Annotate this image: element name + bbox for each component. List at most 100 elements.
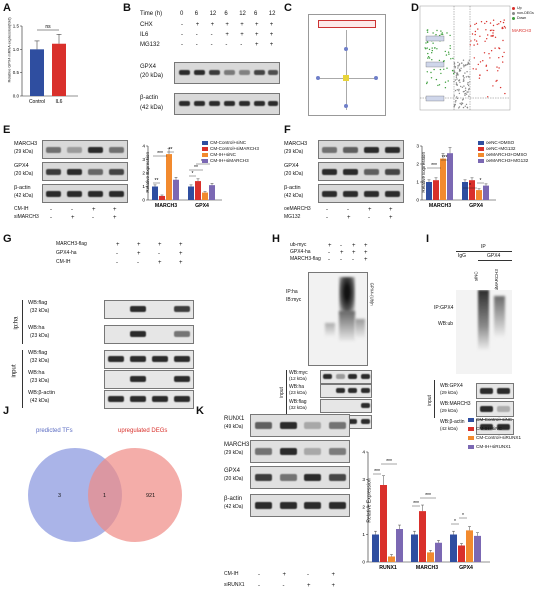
panel-k-legend-swatch <box>468 426 474 431</box>
panel-b-row-mark: - <box>181 22 183 28</box>
panel-d-point <box>450 58 452 60</box>
panel-h-blot-kda: (32 kDa) <box>289 405 307 410</box>
panel-d-point <box>478 77 481 79</box>
panel-f-legend-label: oeNC+DMSO <box>486 140 515 145</box>
venn-left-count: 3 <box>58 493 62 499</box>
panel-i-blot <box>476 401 514 417</box>
panel-d-point <box>458 79 460 82</box>
panel-g-blot <box>104 390 194 409</box>
panel-d-point <box>461 62 463 64</box>
panel-d-point <box>458 92 461 95</box>
panel-e-band <box>46 146 61 153</box>
panel-d-point <box>456 89 458 91</box>
panel-d-point <box>454 101 457 103</box>
panel-d-point <box>436 29 438 32</box>
panel-d-point <box>468 76 470 78</box>
panel-e-row-mark: - <box>50 215 52 221</box>
panel-h-band <box>323 374 332 379</box>
panel-h-row-mark: - <box>328 257 330 263</box>
panel-h-bracket-input <box>286 370 287 430</box>
panel-f-xtick-label: MARCH3 <box>429 203 451 209</box>
panel-k-ytick-label: 4 <box>362 450 365 456</box>
panel-d-point <box>497 70 499 72</box>
panel-k-blot-kda: (20 kDa) <box>224 476 244 482</box>
panel-f-bar <box>462 182 468 200</box>
panel-b-row-mark: + <box>240 22 244 28</box>
panel-g-row-label: GPX4-ha <box>56 250 77 256</box>
panel-d-point <box>463 85 465 87</box>
panel-d-point <box>455 83 458 86</box>
panel-e-blot-label: MARCH3 <box>14 141 38 147</box>
panel-e-legend-item: CM-Control+siNC <box>202 140 246 145</box>
panel-h-blot-label: WB:flag <box>289 399 307 405</box>
panel-b-row-mark: - <box>195 32 198 38</box>
panel-i-ub-blot <box>456 290 512 374</box>
panel-d-legend-up: Up <box>517 6 522 10</box>
panel-d-point <box>498 23 500 25</box>
panel-d-point <box>440 72 442 75</box>
panel-k-band <box>255 422 272 429</box>
panel-h-row-mark: - <box>340 257 342 263</box>
panel-i-ip: IP <box>481 244 486 250</box>
panel-f-blot <box>318 184 404 203</box>
panel-k-bar <box>450 534 457 562</box>
panel-b-time-value: 6 <box>194 11 199 17</box>
panel-g-blot-label: WB:flag <box>28 300 48 306</box>
panel-d-point <box>480 21 483 23</box>
panel-d-point <box>454 79 457 81</box>
panel-d-point <box>466 106 468 109</box>
panel-k-sig-label: *** <box>386 459 392 465</box>
panel-i-blot-kda: (29 kDa) <box>440 390 458 395</box>
panel-e-xtick-label: MARCH3 <box>155 203 177 209</box>
panel-g-bracket-ip <box>22 300 23 344</box>
panel-d-point <box>425 48 427 50</box>
panel-label-k: K <box>196 405 204 417</box>
panel-c-node-right <box>374 76 378 80</box>
panel-d-point <box>492 85 494 87</box>
panel-f-bar <box>433 180 439 200</box>
panel-e-band <box>109 168 124 175</box>
panel-k-legend-swatch <box>468 417 474 422</box>
panel-d-point <box>425 42 427 44</box>
panel-h-band <box>335 374 345 379</box>
panel-d-point <box>438 84 441 86</box>
panel-d-point <box>465 103 468 106</box>
panel-f-row-mark: + <box>347 215 351 221</box>
panel-k-row-label: siRUNX1 <box>224 582 245 588</box>
panel-h-band <box>335 388 345 393</box>
panel-h-blot-label: WB:myc <box>289 370 308 376</box>
panel-f-legend-swatch <box>478 152 484 157</box>
panel-i-blot-label: WB:β-actin <box>440 419 465 425</box>
panel-label-e: E <box>3 124 11 136</box>
panel-b-row-mark: - <box>181 32 183 38</box>
panel-d-point <box>475 68 477 70</box>
venn-right-count: 921 <box>146 493 156 499</box>
panel-e-blot-label: β-actin <box>14 185 31 191</box>
panel-d-point <box>489 29 492 32</box>
panel-d-point <box>461 86 464 89</box>
panel-g-row-mark: + <box>137 251 141 257</box>
panel-d-point <box>455 76 458 79</box>
panel-k-blot-label: GPX4 <box>224 468 241 474</box>
panel-f-blot-kda: (20 kDa) <box>284 171 304 177</box>
panel-e-legend-label: CM-IH+siNC <box>210 152 236 157</box>
panel-g-row-mark: + <box>179 242 183 248</box>
panel-c-frame <box>308 14 386 116</box>
panel-k-sig-label: * <box>454 519 456 525</box>
panel-d-point <box>466 71 468 73</box>
panel-h-blot <box>320 384 372 398</box>
panel-g-row-mark: + <box>116 242 120 248</box>
panel-i-band <box>480 406 493 412</box>
panel-d-point <box>499 21 502 23</box>
panel-b-row-mark: + <box>195 22 200 28</box>
panel-d-point <box>430 71 432 74</box>
panel-a-ytick-label: 1.0 <box>13 47 20 52</box>
panel-d-point <box>492 32 494 34</box>
panel-b-row-mark: - <box>225 42 228 48</box>
panel-k-blot <box>250 414 350 437</box>
panel-e-bar <box>202 192 208 200</box>
panel-d-box-3 <box>425 95 445 102</box>
panel-d-point <box>463 90 465 93</box>
panel-k-xtick-label: RUNX1 <box>379 565 397 571</box>
panel-g-band <box>174 306 190 312</box>
